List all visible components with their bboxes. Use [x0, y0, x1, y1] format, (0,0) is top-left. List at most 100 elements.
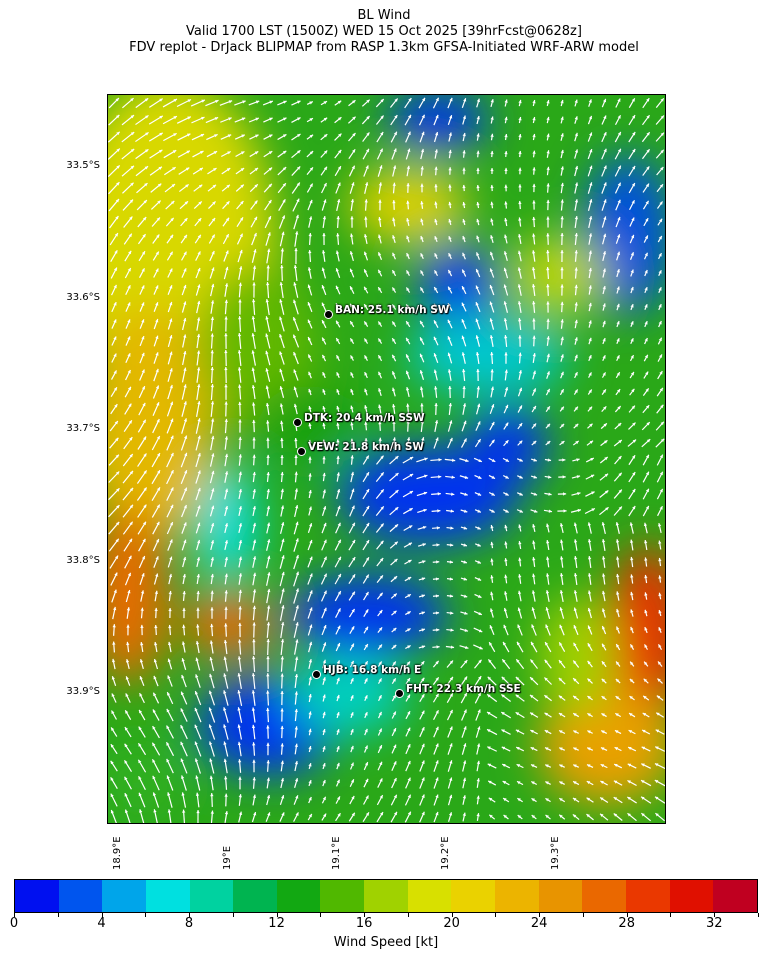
wind-arrow-head: [603, 182, 607, 186]
wind-arrow-head: [281, 215, 286, 219]
wind-arrow-head: [518, 134, 522, 138]
colorbar-bin: [58, 880, 103, 912]
wind-arrow-head: [587, 660, 591, 665]
wind-arrow-head: [532, 440, 537, 445]
wind-arrow-head: [350, 471, 355, 476]
wind-arrow-head: [600, 797, 604, 801]
wind-arrow-head: [170, 217, 174, 222]
wind-arrow-head: [152, 792, 157, 796]
wind-arrow-head: [196, 574, 200, 578]
wind-arrow-head: [449, 97, 453, 102]
wind-arrow-head: [173, 133, 177, 137]
wind-arrow-head: [573, 730, 577, 734]
station-marker[interactable]: [297, 447, 306, 456]
wind-arrow-head: [546, 199, 550, 204]
wind-arrow-head: [144, 166, 149, 170]
wind-arrow-head: [447, 369, 452, 373]
wind-arrow-head: [518, 200, 522, 205]
wind-arrow-head: [186, 150, 190, 154]
wind-arrow-head: [210, 418, 215, 422]
wind-arrow-head: [654, 780, 659, 784]
wind-arrow-head: [574, 216, 579, 220]
wind-arrow-head: [546, 371, 550, 375]
wind-arrow-head: [293, 403, 298, 408]
wind-arrow-head: [394, 524, 399, 528]
wind-arrow-head: [476, 369, 480, 373]
wind-arrow-head: [127, 336, 131, 340]
wind-arrow-head: [280, 743, 284, 747]
wind-arrow-head: [463, 526, 468, 530]
wind-arrow-head: [156, 217, 160, 221]
wind-arrow-head: [140, 624, 144, 628]
wind-arrow-head: [660, 115, 664, 119]
wind-arrow-head: [407, 794, 411, 799]
wind-arrow-head: [294, 743, 299, 748]
wind-arrow-head: [351, 165, 355, 170]
wind-arrow-head: [238, 299, 242, 303]
wind-arrow-head: [156, 435, 160, 440]
wind-arrow-head: [589, 423, 593, 427]
wind-arrow-head: [532, 524, 536, 528]
wind-arrow-head: [409, 491, 413, 495]
wind-arrow-head: [602, 643, 606, 648]
wind-arrow-head: [435, 114, 439, 119]
wind-arrow-head: [269, 100, 273, 104]
wind-arrow-head: [601, 730, 605, 734]
wind-arrow-head: [182, 624, 186, 628]
wind-arrow-head: [159, 98, 163, 102]
wind-arrow-head: [322, 233, 326, 237]
wind-arrow-head: [659, 506, 663, 510]
wind-arrow-head: [616, 591, 620, 595]
wind-arrow-head: [434, 403, 438, 407]
wind-arrow-head: [658, 627, 662, 631]
wind-arrow-head: [141, 573, 145, 577]
wind-arrow-head: [265, 299, 269, 303]
wind-arrow-head: [531, 781, 535, 785]
wind-arrow-head: [364, 405, 368, 409]
wind-arrow-head: [297, 100, 301, 104]
wind-arrow-head: [293, 334, 297, 339]
wind-arrow-head: [379, 558, 384, 562]
wind-arrow-head: [170, 435, 174, 440]
wind-arrow-head: [659, 454, 663, 459]
wind-arrow-head: [224, 505, 229, 510]
wind-arrow-head: [407, 711, 411, 715]
wind-arrow-head: [321, 302, 325, 307]
wind-arrow-head: [546, 233, 550, 237]
wind-arrow-head: [378, 627, 383, 631]
wind-arrow-head: [465, 645, 469, 650]
wind-arrow-head: [265, 282, 270, 286]
wind-arrow-head: [629, 678, 634, 683]
colorbar-bin: [669, 880, 714, 912]
wind-arrow-head: [130, 182, 134, 186]
wind-arrow-head: [110, 744, 114, 748]
wind-arrow-head: [660, 404, 664, 409]
wind-arrow-head: [127, 590, 131, 594]
wind-arrow-head: [518, 370, 523, 374]
wind-arrow-head: [378, 182, 383, 186]
wind-arrow-head: [435, 743, 439, 747]
wind-arrow-head: [392, 235, 396, 239]
wind-arrow-head: [600, 747, 605, 751]
wind-arrow-head: [617, 199, 621, 204]
station-marker[interactable]: [293, 418, 302, 427]
wind-arrow-head: [421, 628, 425, 632]
wind-arrow-head: [449, 577, 453, 581]
wind-arrow-head: [476, 98, 481, 103]
wind-arrow-head: [197, 401, 201, 405]
wind-arrow-head: [282, 150, 287, 155]
wind-arrow-head: [392, 338, 396, 342]
wind-arrow-head: [434, 132, 439, 136]
colorbar-bin: [625, 880, 670, 912]
wind-arrow-head: [183, 268, 187, 272]
wind-arrow-head: [489, 335, 494, 339]
station-marker[interactable]: [312, 670, 321, 679]
wind-arrow-head: [145, 115, 149, 119]
wind-arrow-head: [435, 677, 439, 681]
station-marker[interactable]: [324, 310, 333, 319]
wind-arrow-head: [545, 781, 549, 785]
station-marker[interactable]: [395, 689, 404, 698]
wind-arrow-head: [518, 423, 523, 427]
wind-arrow-head: [210, 522, 215, 527]
wind-arrow-head: [323, 182, 327, 187]
